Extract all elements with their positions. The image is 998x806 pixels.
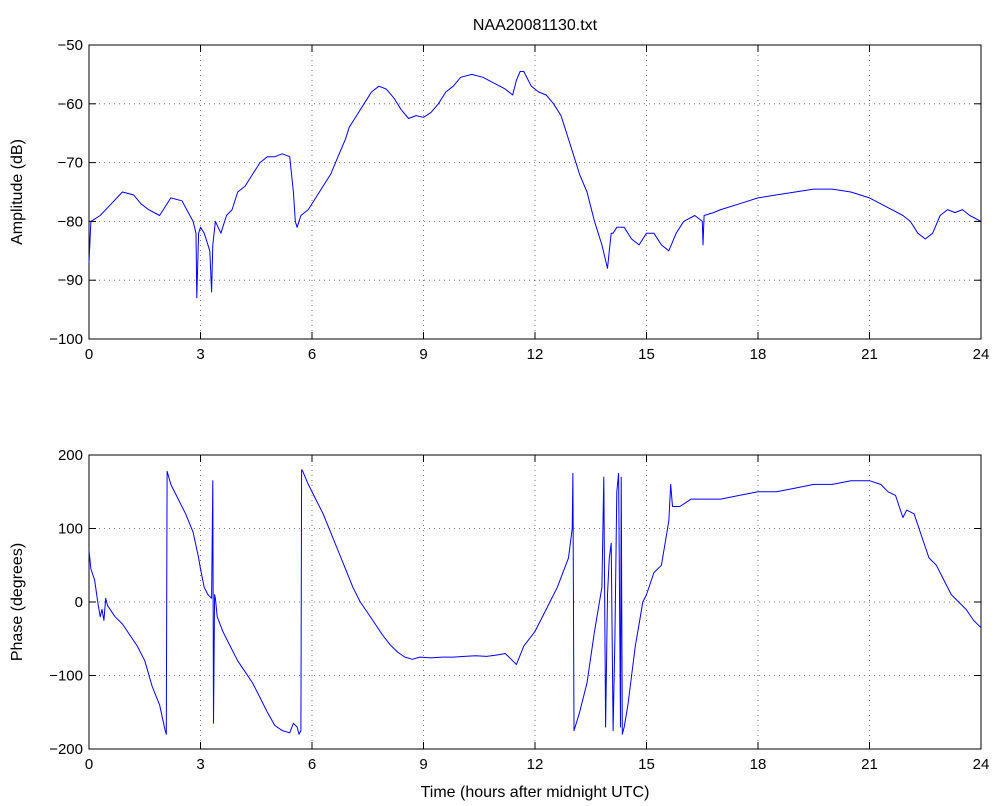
amplitude-series-line	[88, 71, 982, 299]
phase-x-tick-label: 18	[750, 756, 767, 773]
phase-y-tick-label: −100	[49, 668, 83, 685]
amplitude-x-tick-label: 12	[527, 346, 544, 363]
amplitude-x-tick-label: 6	[308, 346, 316, 363]
amplitude-x-tick-label: 9	[419, 346, 427, 363]
phase-x-tick-labels: 0 3 6 9 12 15 18 21 24	[85, 756, 990, 773]
amplitude-y-axis-label: Amplitude (dB)	[9, 139, 26, 245]
chart-title: NAA20081130.txt	[473, 17, 598, 34]
amplitude-x-tick-label: 21	[861, 346, 878, 363]
amplitude-plot-panel: 0 3 6 9 12 15 18 21 24 −100 −90 −80 −70 −60 −50 NAA20…	[9, 17, 989, 363]
amplitude-x-tick-label: 18	[750, 346, 767, 363]
phase-tick-marks	[88, 454, 982, 750]
amplitude-y-tick-label: −100	[49, 331, 83, 348]
amplitude-x-tick-labels: 0 3 6 9 12 15 18 21 24	[85, 346, 990, 363]
amplitude-tick-marks	[88, 44, 982, 340]
phase-y-tick-label: 100	[58, 521, 83, 538]
phase-x-tick-label: 15	[638, 756, 655, 773]
phase-grid	[89, 455, 981, 749]
phase-y-axis-label: Phase (degrees)	[9, 543, 26, 661]
amplitude-x-tick-label: 24	[973, 346, 990, 363]
phase-y-tick-label: 200	[58, 447, 83, 464]
phase-x-tick-label: 24	[973, 756, 990, 773]
amplitude-y-tick-label: −60	[58, 96, 83, 113]
phase-x-tick-label: 3	[196, 756, 204, 773]
amplitude-y-tick-label: −80	[58, 213, 83, 230]
phase-x-tick-label: 0	[85, 756, 93, 773]
amplitude-y-tick-label: −50	[58, 37, 83, 54]
amplitude-y-tick-label: −90	[58, 272, 83, 289]
phase-series-layer	[88, 469, 982, 735]
phase-y-tick-label: 0	[75, 594, 83, 611]
phase-x-axis-label: Time (hours after midnight UTC)	[421, 784, 650, 801]
amplitude-x-tick-label: 3	[196, 346, 204, 363]
amplitude-x-tick-label: 15	[638, 346, 655, 363]
amplitude-series-layer	[88, 71, 982, 299]
phase-x-tick-label: 6	[308, 756, 316, 773]
phase-y-tick-label: −200	[49, 741, 83, 758]
phase-x-tick-label: 9	[419, 756, 427, 773]
amplitude-y-tick-labels: −100 −90 −80 −70 −60 −50	[49, 37, 83, 348]
phase-plot-panel: 0 3 6 9 12 15 18 21 24 −200 −100 0 100 200 Time (hou…	[9, 447, 989, 801]
phase-x-tick-label: 21	[861, 756, 878, 773]
amplitude-x-tick-label: 0	[85, 346, 93, 363]
phase-x-tick-label: 12	[527, 756, 544, 773]
amplitude-grid	[89, 45, 981, 339]
phase-y-tick-labels: −200 −100 0 100 200	[49, 447, 83, 758]
phase-series-line	[88, 469, 982, 735]
amplitude-y-tick-label: −70	[58, 155, 83, 172]
